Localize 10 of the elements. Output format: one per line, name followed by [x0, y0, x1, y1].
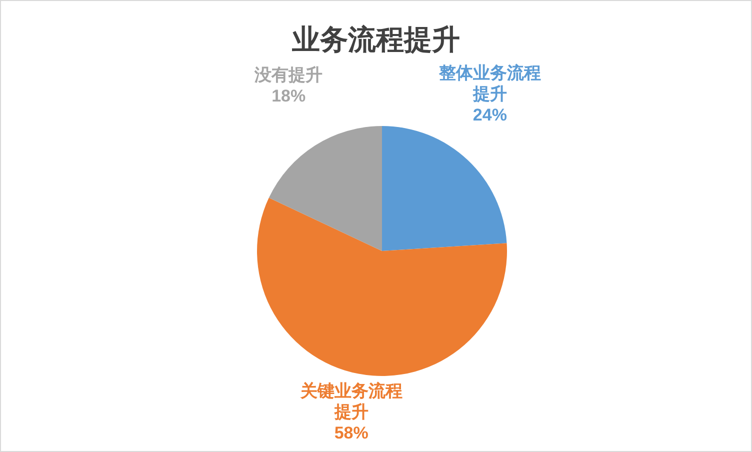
pie-slice: [268, 126, 382, 251]
chart-title: 业务流程提升: [292, 24, 460, 55]
pie-slice: [382, 126, 507, 251]
data-label: 18%: [272, 86, 306, 106]
slice-label: 没有提升: [254, 66, 323, 85]
data-label: 24%: [472, 106, 507, 125]
pie-slice: [257, 198, 507, 376]
slice-label: 整体业务流程提升: [438, 64, 541, 104]
slice-label: 关键业务流程提升: [299, 382, 402, 422]
data-label: 58%: [334, 424, 368, 443]
